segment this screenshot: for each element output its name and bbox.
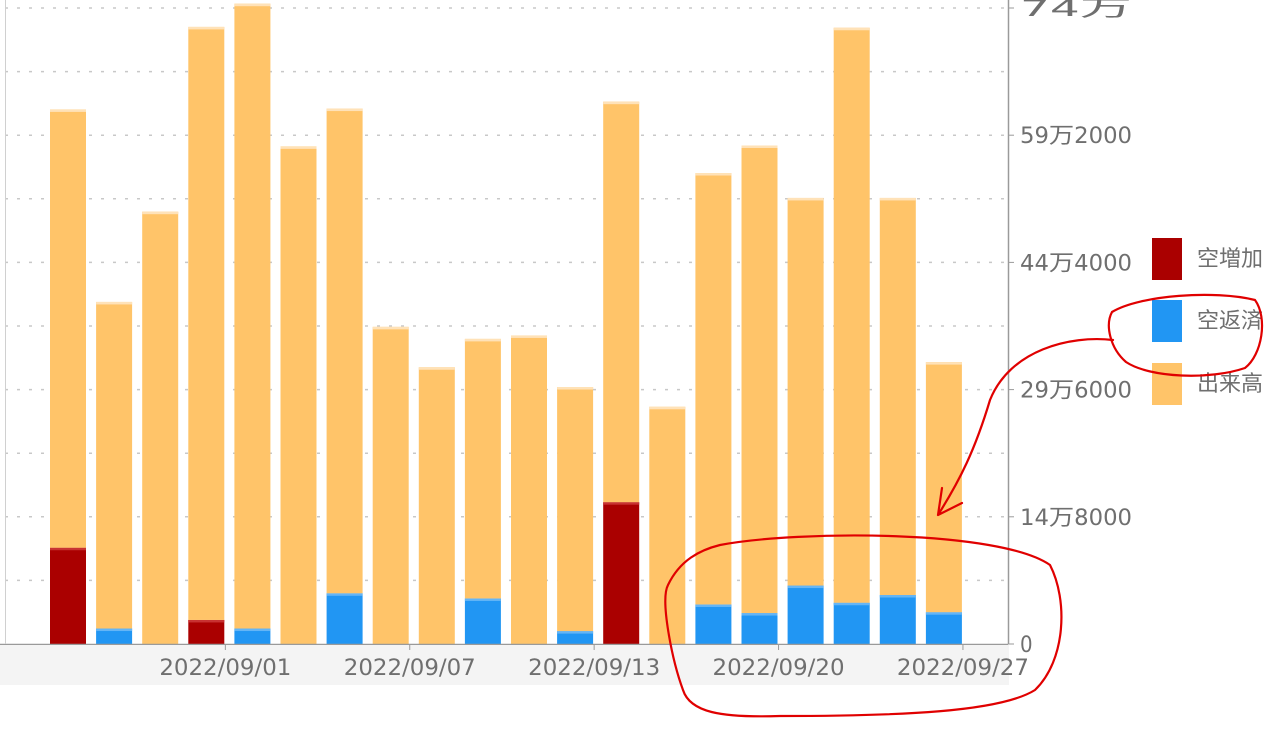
legend-swatch bbox=[1152, 363, 1182, 405]
legend-item-volume[interactable]: 出来高 bbox=[1152, 363, 1263, 405]
bar-volume-2022-09-15 bbox=[649, 406, 686, 644]
x-tick-label: 2022/09/20 bbox=[713, 656, 845, 681]
bar-cap bbox=[649, 406, 686, 410]
legend-circle-annotation bbox=[1107, 293, 1264, 377]
bar-cap bbox=[695, 173, 732, 176]
arrow-annotation bbox=[936, 338, 1115, 517]
chart-axes bbox=[0, 0, 1010, 685]
bar-cap bbox=[603, 502, 640, 505]
bar-cap bbox=[96, 301, 133, 305]
bar-volume-2022-09-22 bbox=[833, 27, 870, 603]
bar-volume-2022-09-14 bbox=[603, 101, 640, 503]
bar-cap bbox=[188, 26, 225, 30]
bar-cap bbox=[188, 619, 225, 623]
bar-cap bbox=[142, 211, 179, 215]
legend-swatch bbox=[1152, 238, 1182, 280]
bar-cap bbox=[50, 109, 86, 112]
bar-cap bbox=[925, 362, 962, 365]
bar-cap bbox=[96, 628, 133, 632]
bar-cap bbox=[372, 326, 409, 330]
bar-cap bbox=[879, 595, 916, 598]
bar-cap bbox=[464, 598, 501, 601]
bar-volume-2022-09-12 bbox=[511, 335, 547, 644]
x-tick-label: 2022/09/13 bbox=[528, 656, 660, 681]
y-tick-label: 0 bbox=[1020, 633, 1033, 658]
legend-item-short-increase[interactable]: 空増加 bbox=[1152, 238, 1263, 280]
bar-short-repay-2022-09-09 bbox=[464, 598, 501, 644]
bar-volume-2022-08-29 bbox=[50, 109, 86, 548]
bar-cap bbox=[511, 335, 547, 338]
y-tick-label: 59万2000 bbox=[1020, 124, 1132, 149]
bar-short-repay-2022-09-20 bbox=[741, 613, 778, 644]
bar-short-increase-2022-09-01 bbox=[188, 619, 225, 644]
bar-volume-2022-09-08 bbox=[418, 367, 455, 644]
bar-short-repay-2022-09-13 bbox=[557, 631, 594, 644]
bar-short-repay-2022-09-02 bbox=[234, 628, 271, 644]
bar-cap bbox=[833, 27, 870, 31]
bar-volume-2022-08-30 bbox=[96, 301, 133, 629]
bar-cap bbox=[741, 613, 778, 616]
bar-cap bbox=[50, 547, 86, 551]
bar-volume-2022-09-16 bbox=[695, 173, 732, 605]
bar-cap bbox=[557, 631, 594, 634]
bar-volume-2022-09-01 bbox=[188, 26, 225, 620]
bar-cap bbox=[833, 602, 870, 606]
annotations bbox=[664, 293, 1264, 718]
bar-volume-2022-09-02 bbox=[234, 3, 271, 629]
y-tick-label: 44万4000 bbox=[1020, 251, 1132, 276]
bar-short-repay-2022-09-27 bbox=[925, 612, 962, 644]
bar-cap bbox=[234, 3, 271, 7]
bar-cap bbox=[787, 585, 824, 589]
bar-cap bbox=[557, 387, 594, 390]
bar-short-repay-2022-09-21 bbox=[787, 585, 824, 644]
bar-short-repay-2022-09-26 bbox=[879, 595, 916, 644]
bar-cap bbox=[695, 604, 732, 607]
bar-volume-2022-09-20 bbox=[741, 145, 778, 614]
bar-cap bbox=[879, 197, 916, 201]
bar-volume-2022-09-26 bbox=[879, 197, 916, 596]
bar-cap bbox=[787, 197, 824, 201]
bar-volume-2022-08-31 bbox=[142, 211, 179, 644]
x-axis-band bbox=[0, 645, 1009, 685]
bar-cap bbox=[418, 367, 455, 370]
y-tick-label: 29万6000 bbox=[1020, 379, 1132, 404]
bar-volume-2022-09-09 bbox=[464, 338, 501, 599]
legend-label: 空増加 bbox=[1197, 247, 1263, 272]
bar-short-repay-2022-08-30 bbox=[96, 628, 133, 644]
bar-short-increase-2022-08-29 bbox=[50, 547, 86, 644]
y-tick-label: 74万 bbox=[1020, 0, 1132, 22]
x-tick-label: 2022/09/01 bbox=[159, 656, 291, 681]
bar-volume-2022-09-06 bbox=[326, 108, 363, 594]
y-axis-ticks: 0 14万8000 29万6000 44万4000 59万2000 74万 bbox=[1008, 0, 1132, 658]
bar-cap bbox=[464, 338, 501, 342]
bar-short-repay-2022-09-22 bbox=[833, 602, 870, 644]
bar-cap bbox=[326, 108, 363, 112]
bar-short-repay-2022-09-06 bbox=[326, 593, 363, 644]
x-axis-ticks: 2022/09/01 2022/09/07 2022/09/13 2022/09/20… bbox=[159, 644, 1029, 681]
bar-cap bbox=[234, 628, 271, 632]
bar-cap bbox=[326, 593, 363, 596]
legend-label: 空返済 bbox=[1197, 309, 1263, 334]
bar-cap bbox=[925, 612, 962, 615]
chart-bars bbox=[50, 3, 962, 644]
bar-volume-2022-09-13 bbox=[557, 387, 594, 632]
y-tick-label: 14万8000 bbox=[1020, 506, 1132, 531]
bar-volume-2022-09-07 bbox=[372, 326, 409, 644]
last-bars-circle-annotation bbox=[664, 534, 1063, 718]
bar-cap bbox=[603, 101, 640, 105]
bar-cap bbox=[741, 145, 778, 149]
bar-volume-2022-09-05 bbox=[280, 146, 317, 644]
bar-volume-2022-09-21 bbox=[787, 197, 824, 586]
bar-short-increase-2022-09-14 bbox=[603, 502, 640, 644]
bar-cap bbox=[280, 146, 317, 149]
legend-swatch bbox=[1152, 300, 1182, 342]
x-tick-label: 2022/09/07 bbox=[344, 656, 476, 681]
bar-volume-2022-09-27 bbox=[925, 362, 962, 613]
x-tick-label: 2022/09/27 bbox=[897, 656, 1029, 681]
bar-short-repay-2022-09-16 bbox=[695, 604, 732, 644]
legend-item-short-repay[interactable]: 空返済 bbox=[1152, 300, 1263, 342]
